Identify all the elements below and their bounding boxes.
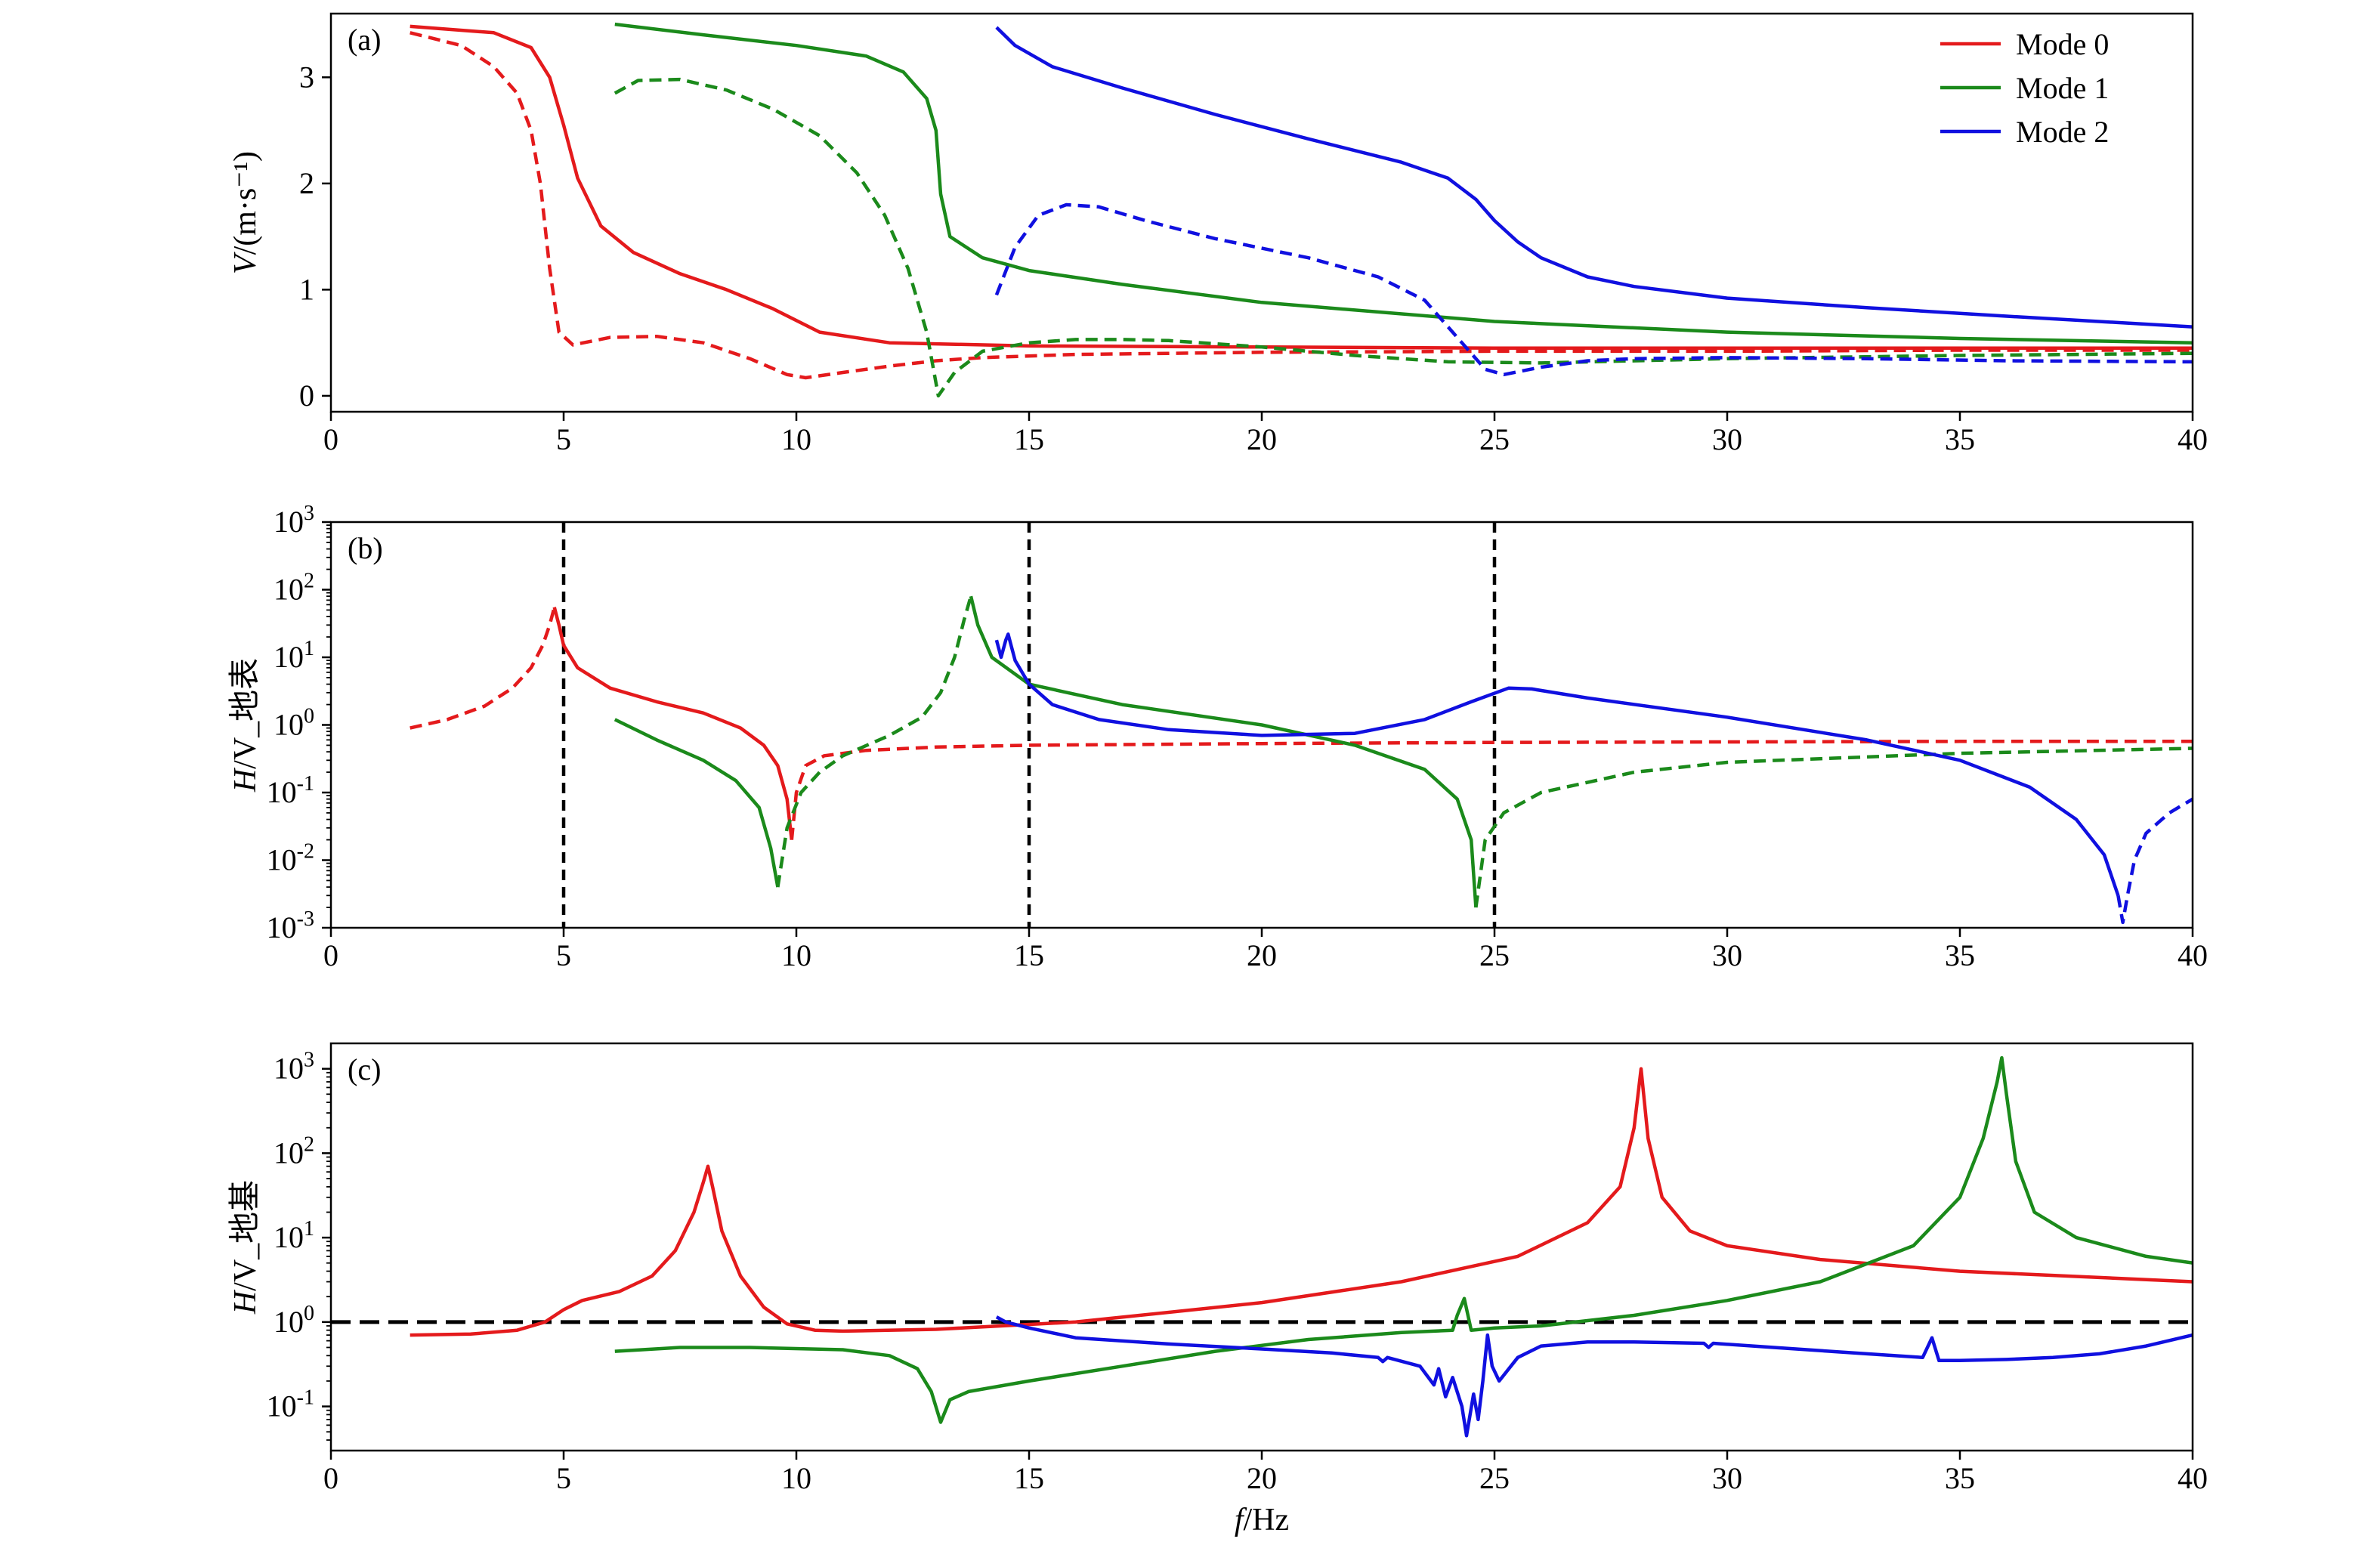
series-mode-1-solid xyxy=(614,22,2193,345)
x-tick-label: 0 xyxy=(323,1461,338,1495)
x-tick-label: 30 xyxy=(1712,1461,1742,1495)
x-tick-label: 10 xyxy=(781,1461,811,1495)
panel-c: 0 5 10 15 20 25 30 35 40 10-1 100 101 102 103 (c) H/V_地… xyxy=(228,1042,2208,1537)
x-tick-label: 30 xyxy=(1712,938,1742,972)
series-mode-2-solid xyxy=(995,1315,2193,1438)
series-mode-0-dashed xyxy=(410,31,2193,380)
x-tick-label: 15 xyxy=(1014,1461,1044,1495)
x-tick-label: 0 xyxy=(323,938,338,972)
x-tick-label: 35 xyxy=(1945,422,1975,456)
y-tick-label: 2 xyxy=(299,166,314,200)
legend: Mode 0 Mode 1 Mode 2 xyxy=(1940,27,2109,149)
x-tick-label: 20 xyxy=(1247,422,1277,456)
series-mode-2-solid xyxy=(995,26,2193,329)
series-mode-1-dashed xyxy=(614,77,2193,398)
y-tick-label: 100 xyxy=(274,1302,314,1339)
x-tick-label: 0 xyxy=(323,422,338,456)
x-tick-label: 35 xyxy=(1945,938,1975,972)
y-tick-label: 100 xyxy=(274,705,314,742)
series-mode-0-dashed xyxy=(410,607,556,730)
series-mode-0-dashed xyxy=(790,740,2193,840)
y-axis-title: H/V_地基 xyxy=(228,1180,263,1315)
legend-label: Mode 1 xyxy=(2016,71,2109,105)
x-tick-label: 15 xyxy=(1014,938,1044,972)
y-tick-label: 101 xyxy=(274,1217,314,1254)
series-mode-2-dashed xyxy=(2116,797,2193,925)
y-tick-label: 103 xyxy=(274,502,314,539)
series-mode-2-solid xyxy=(994,632,2120,897)
panel-b: 0 5 10 15 20 25 30 35 40 10-3 10-2 10-1 100 101 102 103… xyxy=(228,502,2208,972)
x-tick-label: 35 xyxy=(1945,1461,1975,1495)
x-axis-title: f/Hz xyxy=(1235,1503,1289,1537)
series-mode-1-dashed xyxy=(1474,746,2193,908)
x-tick-label: 10 xyxy=(781,938,811,972)
x-tick-label: 5 xyxy=(556,1461,571,1495)
series-mode-1-solid xyxy=(614,718,780,888)
x-tick-label: 20 xyxy=(1247,938,1277,972)
series-mode-0-solid xyxy=(552,607,794,840)
panel-label: (b) xyxy=(348,531,383,565)
y-tick-label: 0 xyxy=(299,379,314,413)
series-mode-2-dashed xyxy=(994,202,2193,377)
legend-label: Mode 0 xyxy=(2016,27,2109,61)
x-tick-label: 20 xyxy=(1247,1461,1277,1495)
y-tick-label: 103 xyxy=(274,1049,314,1086)
y-tick-label: 10-3 xyxy=(267,907,314,944)
series-mode-0-solid xyxy=(410,24,2193,350)
x-tick-label: 5 xyxy=(556,938,571,972)
series-mode-1-dashed xyxy=(776,595,973,888)
x-tick-label: 25 xyxy=(1479,422,1510,456)
y-tick-label: 10-1 xyxy=(267,1386,314,1423)
y-tick-label: 3 xyxy=(299,60,314,94)
x-tick-label: 40 xyxy=(2178,1461,2208,1495)
x-tick-label: 25 xyxy=(1479,1461,1510,1495)
y-tick-label: 102 xyxy=(274,1133,314,1170)
series-mode-0-solid xyxy=(410,1067,2193,1337)
y-axis-title: H/V_地表 xyxy=(228,658,263,793)
series-mode-1-solid xyxy=(969,595,1478,908)
y-tick-label: 101 xyxy=(274,637,314,674)
y-tick-label: 10-2 xyxy=(267,840,314,877)
x-tick-label: 25 xyxy=(1479,938,1510,972)
x-tick-label: 5 xyxy=(556,422,571,456)
series-mode-1-solid xyxy=(614,1055,2193,1424)
x-tick-label: 40 xyxy=(2178,938,2208,972)
y-tick-label: 10-1 xyxy=(267,772,314,809)
y-tick-label: 1 xyxy=(299,272,314,306)
y-axis-title: V/(m·s⁻¹) xyxy=(228,151,263,274)
x-tick-label: 40 xyxy=(2178,422,2208,456)
x-tick-label: 15 xyxy=(1014,422,1044,456)
panel-label: (c) xyxy=(348,1052,381,1086)
y-tick-label: 102 xyxy=(274,570,314,607)
panel-label: (a) xyxy=(348,23,381,57)
x-tick-label: 30 xyxy=(1712,422,1742,456)
x-tick-label: 10 xyxy=(781,422,811,456)
legend-label: Mode 2 xyxy=(2016,115,2109,149)
